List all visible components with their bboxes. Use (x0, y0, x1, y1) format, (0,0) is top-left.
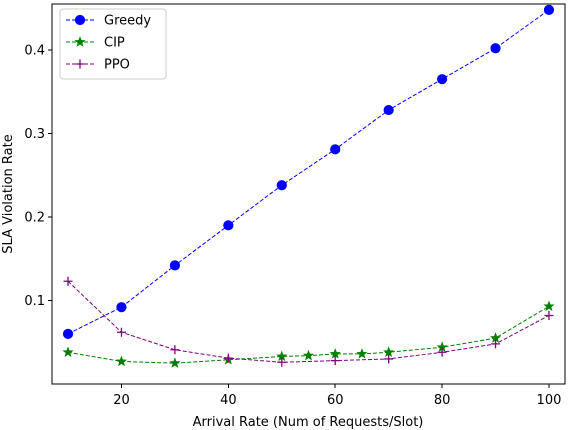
data-point-ppo (277, 357, 287, 367)
series-ppo (63, 276, 554, 367)
series-line-greedy (67, 9, 550, 335)
legend: Greedy CIP PPO (59, 8, 167, 80)
data-point-greedy (169, 260, 181, 271)
data-point-cip (383, 346, 395, 358)
data-point-greedy (62, 328, 74, 339)
legend-frame (59, 8, 167, 80)
x-tick-label: 60 (327, 393, 344, 408)
series-greedy (62, 4, 555, 339)
legend-entry-greedy: Greedy (66, 14, 151, 29)
data-point-cip (302, 349, 315, 361)
x-tick-label: 80 (434, 393, 451, 408)
legend-marker-greedy (74, 14, 86, 26)
data-point-ppo (63, 276, 73, 286)
legend-entry-cip: CIP (66, 36, 125, 51)
legend-label-greedy: Greedy (104, 14, 151, 29)
data-point-ppo (384, 354, 394, 364)
y-tick-label: 0.3 (24, 127, 45, 142)
data-point-ppo (330, 356, 340, 366)
legend-label-cip: CIP (104, 36, 125, 51)
y-axis-ticks: 0.1 0.2 0.3 0.4 (24, 43, 52, 309)
data-point-ppo (116, 327, 126, 337)
y-axis-label: SLA Violation Rate (1, 134, 16, 253)
x-tick-label: 40 (220, 393, 237, 408)
legend-entry-ppo: PPO (66, 58, 130, 73)
data-point-cip (329, 348, 341, 359)
series-cip (62, 300, 555, 368)
legend-marker-cip (74, 36, 86, 47)
data-point-cip (356, 348, 368, 359)
x-axis-label: Arrival Rate (Num of Requests/Slot) (193, 415, 424, 430)
x-tick-label: 100 (537, 393, 562, 408)
data-point-greedy (383, 104, 394, 116)
data-point-ppo (544, 311, 554, 321)
y-tick-label: 0.4 (24, 43, 45, 58)
data-point-ppo (491, 339, 501, 349)
x-tick-label: 20 (113, 393, 130, 408)
y-tick-label: 0.2 (24, 210, 45, 225)
y-tick-label: 0.1 (24, 294, 45, 309)
data-point-greedy (330, 144, 341, 155)
data-point-greedy (543, 4, 555, 15)
data-point-cip (169, 357, 181, 368)
x-axis-ticks: 20 40 60 80 100 (113, 384, 561, 408)
plot-frame (51, 3, 566, 385)
series-line-cip (67, 305, 550, 364)
series-layer (62, 4, 555, 368)
data-point-greedy (436, 74, 448, 85)
data-point-greedy (223, 220, 234, 231)
data-point-ppo (437, 347, 447, 357)
data-point-cip (543, 300, 555, 312)
data-point-greedy (276, 180, 287, 191)
data-point-cip (62, 346, 74, 358)
legend-marker-ppo (75, 59, 85, 69)
data-point-ppo (170, 345, 180, 355)
data-point-cip (115, 355, 128, 367)
legend-label-ppo: PPO (104, 58, 130, 73)
data-point-greedy (116, 302, 127, 313)
data-point-greedy (490, 43, 501, 54)
data-point-ppo (223, 353, 233, 363)
series-line-ppo (67, 280, 550, 363)
